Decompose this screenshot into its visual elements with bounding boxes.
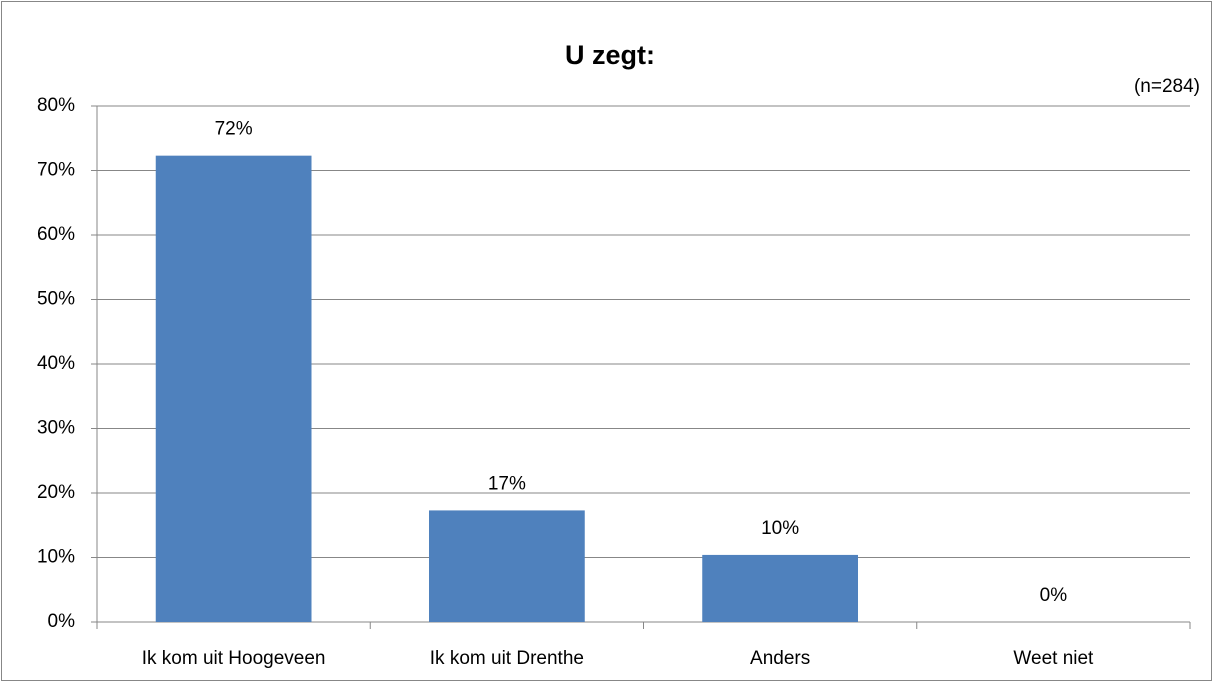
y-tick-label: 60% xyxy=(37,224,75,245)
x-tick-label: Ik kom uit Drenthe xyxy=(430,648,584,669)
data-label: 0% xyxy=(1040,585,1068,606)
bar xyxy=(428,510,585,622)
y-tick-label: 0% xyxy=(48,611,76,632)
chart-subtitle: (n=284) xyxy=(1134,76,1200,97)
x-tick-label: Weet niet xyxy=(1013,648,1094,669)
bar xyxy=(155,155,312,623)
y-tick-label: 40% xyxy=(37,353,75,374)
x-tick-label: Ik kom uit Hoogeveen xyxy=(142,648,326,669)
y-tick-label: 10% xyxy=(37,547,75,568)
y-tick-label: 50% xyxy=(37,289,75,310)
chart-title: U zegt: xyxy=(565,40,655,70)
data-label: 17% xyxy=(488,473,526,494)
data-label: 10% xyxy=(761,518,799,539)
y-tick-label: 70% xyxy=(37,160,75,181)
y-tick-label: 30% xyxy=(37,418,75,439)
y-tick-label: 80% xyxy=(37,95,75,116)
bar xyxy=(702,554,859,622)
data-label: 72% xyxy=(215,119,253,140)
y-tick-label: 20% xyxy=(37,482,75,503)
x-tick-label: Anders xyxy=(750,648,810,669)
